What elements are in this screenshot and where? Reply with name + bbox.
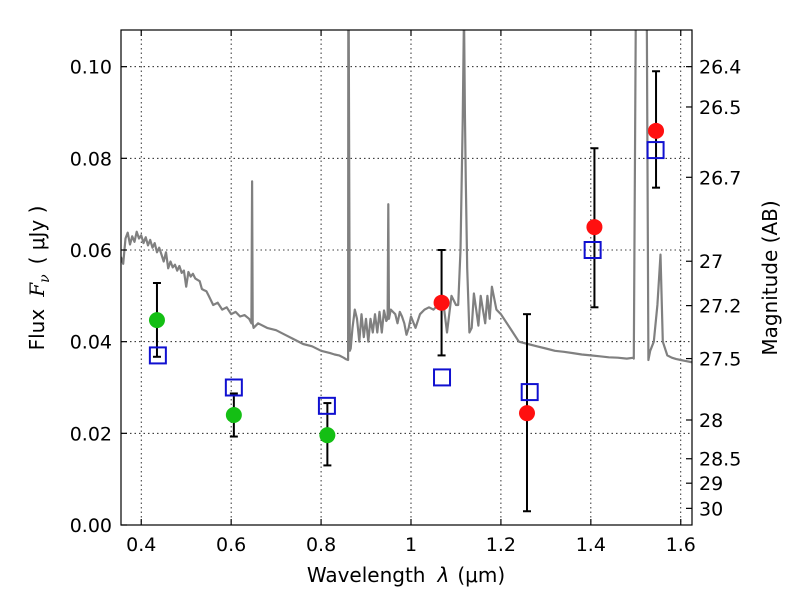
mag-tick-label-0: 26.4: [699, 57, 741, 79]
mag-tick-label-8: 29: [699, 473, 723, 495]
x-axis-title: Wavelength λ (μm): [307, 563, 505, 587]
y-tick-label-5: 0.10: [70, 57, 112, 79]
model-square-1: [224, 378, 243, 397]
x-tick-label-0: 0.4: [126, 534, 156, 556]
model-square-6: [646, 141, 665, 160]
x-tick-label-6: 1.6: [666, 534, 696, 556]
x-tick-label-3: 1: [405, 534, 417, 556]
y-tick-label-0: 0.00: [70, 515, 112, 537]
x-tick-label-2: 0.8: [306, 534, 336, 556]
data-point-1-1: [225, 407, 242, 423]
mag-tick-label-5: 27.5: [699, 349, 741, 371]
y-tick-label-3: 0.06: [70, 240, 112, 262]
x-tick-label-5: 1.4: [576, 534, 606, 556]
model-square-2: [317, 396, 336, 415]
data-point-2-1: [518, 405, 535, 422]
error-bars: [152, 70, 661, 513]
model-square-5: [583, 241, 602, 259]
mag-tick-label-1: 26.5: [699, 97, 741, 119]
y-axis-title: FluxFν( μJy ): [25, 206, 53, 351]
mag-tick-label-7: 28.5: [699, 449, 741, 471]
mag-tick-label-3: 27: [699, 251, 723, 273]
magnitude-axis-title: Magnitude (AB): [758, 200, 782, 355]
data-point-2-3: [648, 122, 665, 139]
axis-ticks: 0.4 0.6 0.8 1 1.2 1.4 1.6 0.00 0.02 0.04 0.06 0.08 0…: [70, 30, 741, 556]
grid: [121, 30, 692, 526]
data-point-2-0: [433, 294, 450, 311]
x-tick-label-1: 0.6: [216, 534, 246, 556]
spectrum-line: [121, 30, 692, 364]
model-square-4: [520, 383, 539, 402]
mag-tick-label-6: 28: [699, 410, 723, 432]
y-tick-label-2: 0.04: [70, 332, 112, 354]
mag-tick-label-4: 27.2: [699, 296, 741, 318]
y-tick-label-4: 0.08: [70, 148, 112, 170]
model-square-3: [433, 368, 452, 387]
x-tick-label-4: 1.2: [486, 534, 516, 556]
mag-tick-label-9: 30: [699, 498, 723, 520]
model-square-0: [148, 346, 167, 365]
data-point-2-2: [586, 219, 603, 236]
spectrum-layer: [121, 30, 692, 364]
mag-tick-label-2: 26.7: [699, 167, 741, 189]
data-points: [148, 122, 665, 444]
plot-frame: [120, 29, 693, 526]
y-tick-label-1: 0.02: [70, 423, 112, 445]
data-point-1-2: [319, 427, 336, 444]
data-point-1-0: [148, 312, 165, 329]
